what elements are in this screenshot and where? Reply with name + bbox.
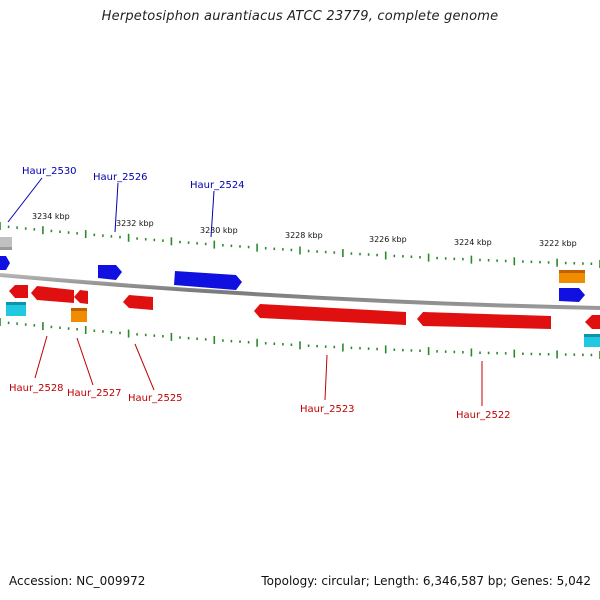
label-leaders (7, 177, 483, 406)
feature-grey (0, 237, 12, 250)
gene-haur-2525[interactable] (123, 295, 153, 310)
topology-summary: Topology: circular; Length: 6,346,587 bp… (261, 574, 591, 588)
scale-label: 3234 kbp (32, 212, 70, 221)
gene-labels-reverse: Haur_2528 Haur_2527 Haur_2525 Haur_2523 … (9, 383, 511, 421)
feature-cyan-right-top (584, 334, 600, 337)
inner-scale-ticks (0, 318, 600, 359)
scale-label: 3226 kbp (369, 235, 407, 244)
gene-reverse-right[interactable] (585, 315, 600, 329)
gene-haur-2523[interactable] (254, 304, 406, 325)
gene-haur-2526[interactable] (98, 265, 122, 280)
genome-backbone (0, 273, 600, 310)
scale-label: 3232 kbp (116, 219, 154, 228)
feature-cyan-right (584, 334, 600, 347)
gene-haur-2528[interactable] (9, 285, 28, 298)
gene-label[interactable]: Haur_2524 (190, 180, 245, 191)
gene-label[interactable]: Haur_2522 (456, 410, 511, 421)
gene-label[interactable]: Haur_2525 (128, 393, 183, 404)
gene-haur-2530[interactable] (0, 256, 10, 270)
map-title: Herpetosiphon aurantiacus ATCC 23779, co… (101, 9, 499, 24)
leader-haur-2527 (76, 337, 94, 386)
scale-label: 3228 kbp (285, 231, 323, 240)
leader-haur-2524 (210, 190, 215, 238)
gene-haur-2522[interactable] (417, 312, 551, 329)
scale-label: 3224 kbp (454, 238, 492, 247)
scale-label: 3222 kbp (539, 239, 577, 248)
gene-haur-2524[interactable] (174, 271, 242, 290)
reverse-genes (9, 285, 600, 329)
gene-label[interactable]: Haur_2526 (93, 172, 148, 183)
gene-forward-right[interactable] (559, 288, 585, 302)
outer-scale-ticks (0, 222, 600, 268)
leader-haur-2526 (114, 182, 119, 233)
leader-haur-2528 (34, 335, 48, 379)
feature-orange-right (559, 270, 585, 283)
feature-orange-left (71, 308, 87, 322)
feature-cyan-left (6, 302, 26, 316)
gene-haur-2528b[interactable] (31, 286, 74, 303)
gene-label[interactable]: Haur_2528 (9, 383, 64, 394)
forward-genes (0, 256, 585, 302)
scale-label: 3230 kbp (200, 226, 238, 235)
feature-orange-left-top (71, 308, 87, 311)
scale-labels: 3234 kbp 3232 kbp 3230 kbp 3228 kbp 3226… (32, 212, 577, 248)
feature-orange-right-top (559, 270, 585, 273)
gene-haur-2527[interactable] (74, 290, 88, 304)
gene-labels-forward: Haur_2530 Haur_2526 Haur_2524 (22, 166, 245, 191)
accession-text: Accession: NC_009972 (9, 574, 146, 588)
leader-haur-2523 (324, 354, 328, 401)
feature-grey-shade (0, 247, 12, 250)
leader-haur-2530 (7, 177, 43, 223)
gene-label[interactable]: Haur_2527 (67, 388, 122, 399)
gene-label[interactable]: Haur_2523 (300, 404, 355, 415)
feature-cyan-left-top (6, 302, 26, 305)
gene-label[interactable]: Haur_2530 (22, 166, 77, 177)
leader-haur-2525 (134, 343, 155, 391)
